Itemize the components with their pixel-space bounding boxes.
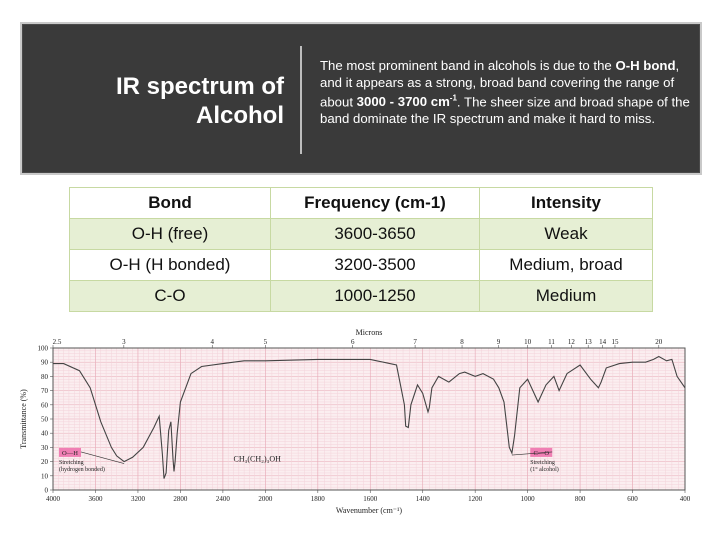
- micron-tick-label: 10: [524, 338, 532, 346]
- microns-axis-title: Microns: [356, 328, 383, 337]
- micron-tick-label: 12: [568, 338, 576, 346]
- x-tick-label: 4000: [46, 495, 61, 503]
- x-tick-label: 600: [627, 495, 638, 503]
- slide-title: IR spectrum of Alcohol: [62, 72, 284, 130]
- cell-bond: C-O: [69, 280, 271, 312]
- micron-tick-label: 5: [264, 338, 268, 346]
- x-tick-label: 1400: [416, 495, 431, 503]
- micron-tick-label: 20: [655, 338, 663, 346]
- cell-bond: O-H (free): [69, 218, 271, 250]
- y-tick-label: 50: [41, 416, 49, 424]
- micron-tick-label: 14: [599, 338, 607, 346]
- micron-tick-label: 9: [497, 338, 501, 346]
- col-header-intensity: Intensity: [479, 187, 653, 219]
- micron-tick-label: 15: [611, 338, 619, 346]
- annotation-note: Stretching: [59, 460, 84, 466]
- table-row: O-H (H bonded) 3200-3500 Medium, broad: [69, 249, 653, 281]
- description-text: The most prominent band in alcohols is d…: [320, 58, 690, 127]
- x-tick-label: 2000: [258, 495, 273, 503]
- y-tick-label: 40: [41, 430, 49, 438]
- micron-tick-label: 4: [211, 338, 215, 346]
- x-tick-label: 2800: [173, 495, 188, 503]
- cell-intensity: Weak: [479, 218, 653, 250]
- table-row: O-H (free) 3600-3650 Weak: [69, 218, 653, 250]
- desc-bold-range: 3000 - 3700 cm-1: [356, 94, 457, 110]
- micron-tick-label: 3: [122, 338, 126, 346]
- cell-frequency: 1000-1250: [270, 280, 480, 312]
- annotation-note: (1° alcohol): [530, 466, 559, 473]
- col-header-bond: Bond: [69, 187, 271, 219]
- table-row: C-O 1000-1250 Medium: [69, 280, 653, 312]
- compound-formula: CH₃(CH₂)₃OH: [233, 455, 281, 464]
- y-tick-label: 10: [41, 472, 49, 480]
- oh-annotation: O—H Stretching(hydrogen bonded): [59, 447, 125, 473]
- annotation-label-box: [59, 447, 81, 457]
- cell-intensity: Medium: [479, 280, 653, 312]
- y-tick-label: 20: [41, 458, 49, 466]
- y-tick-label: 30: [41, 444, 49, 452]
- y-tick-label: 100: [38, 345, 49, 353]
- bond-table: Bond Frequency (cm-1) Intensity O-H (fre…: [69, 187, 653, 312]
- annotation-note: Stretching: [530, 460, 555, 466]
- annotation-label: O—H: [62, 450, 78, 457]
- x-tick-label: 1000: [521, 495, 536, 503]
- x-tick-label: 1200: [468, 495, 483, 503]
- micron-tick-label: 13: [585, 338, 593, 346]
- x-axis-label: Wavenumber (cm⁻¹): [336, 506, 403, 515]
- y-tick-label: 60: [41, 401, 49, 409]
- desc-part-1: The most prominent band in alcohols is d…: [320, 58, 616, 73]
- desc-part-3: . The sheer size and broad shape of the …: [320, 94, 690, 126]
- cell-frequency: 3200-3500: [270, 249, 480, 281]
- title-line-2: Alcohol: [196, 102, 284, 129]
- spectrum-line: [53, 355, 686, 479]
- y-axis-label: Transmittance (%): [19, 389, 28, 449]
- annotation-arrow: [511, 451, 553, 456]
- x-tick-label: 800: [575, 495, 586, 503]
- chart-grid: [52, 347, 686, 491]
- x-tick-label: 3600: [88, 495, 103, 503]
- y-tick-label: 80: [41, 373, 49, 381]
- y-tick-label: 70: [41, 387, 49, 395]
- micron-tick-label: 11: [548, 338, 555, 346]
- x-tick-label: 400: [680, 495, 691, 503]
- col-header-frequency: Frequency (cm-1): [270, 187, 480, 219]
- desc-bold-oh: O-H bond: [615, 58, 676, 73]
- desc-part-2: , and it appears as a strong, broad band…: [320, 58, 680, 110]
- cell-bond: O-H (H bonded): [69, 249, 271, 281]
- micron-tick-label: 8: [460, 338, 464, 346]
- title-line-1: IR spectrum of: [115, 73, 284, 100]
- micron-tick-label: 7: [413, 338, 417, 346]
- annotation-arrow: [80, 451, 125, 464]
- micron-tick-label: 6: [351, 338, 355, 346]
- y-tick-label: 0: [45, 487, 49, 495]
- x-tick-label: 1600: [363, 495, 378, 503]
- co-annotation: C—O Stretching(1° alcohol): [511, 447, 559, 473]
- header-divider: [300, 46, 302, 154]
- table-header-row: Bond Frequency (cm-1) Intensity: [69, 187, 653, 219]
- cell-intensity: Medium, broad: [479, 249, 653, 281]
- annotation-label-box: [530, 447, 553, 457]
- header-panel: IR spectrum of Alcohol The most prominen…: [20, 22, 702, 175]
- y-tick-label: 90: [41, 359, 49, 367]
- x-tick-label: 1800: [311, 495, 326, 503]
- x-tick-label: 3200: [131, 495, 146, 503]
- cell-frequency: 3600-3650: [270, 218, 480, 250]
- micron-tick-label: 2.5: [53, 338, 62, 346]
- annotation-note: (hydrogen bonded): [59, 466, 105, 473]
- annotation-label: C—O: [533, 450, 549, 457]
- x-tick-label: 2400: [216, 495, 231, 503]
